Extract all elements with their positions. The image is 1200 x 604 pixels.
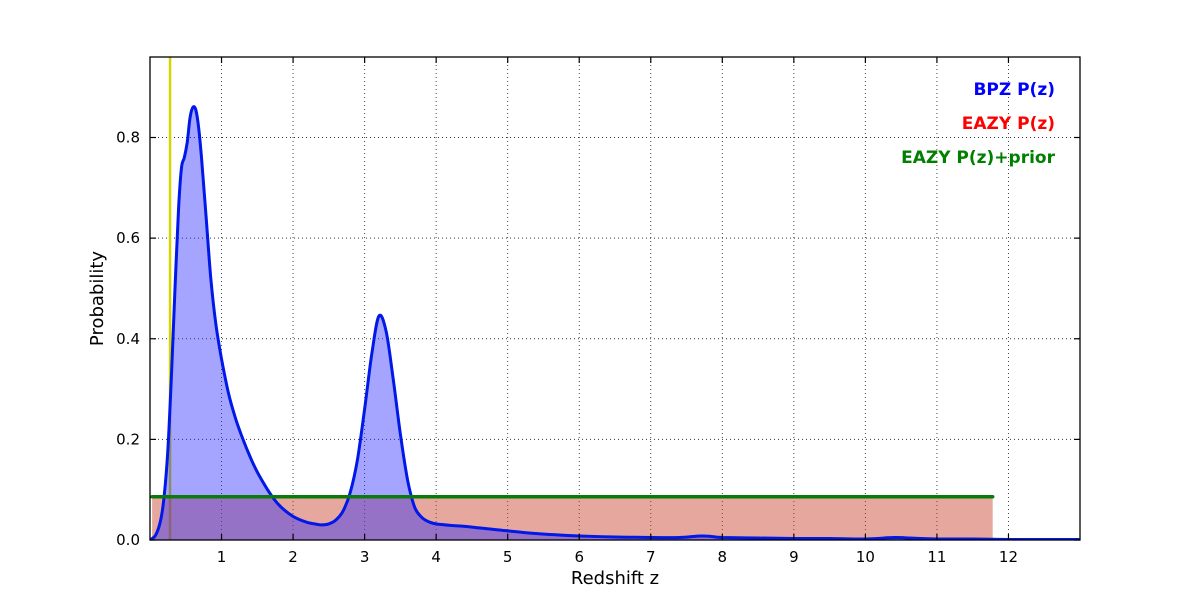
y-tick-label: 0.0 [116, 531, 140, 549]
y-axis-label: Probability [87, 251, 108, 346]
gridlines [150, 57, 1080, 540]
x-tick-label: 3 [360, 548, 370, 566]
y-tick-label: 0.8 [116, 129, 140, 147]
plot-area [150, 57, 1080, 540]
eazy-pz-area [152, 496, 993, 540]
legend-item-eazy-pz: EAZY P(z) [962, 114, 1055, 134]
y-tick-label: 0.4 [116, 330, 140, 348]
bpz-pz-area [150, 106, 1079, 540]
x-tick-label: 4 [431, 548, 441, 566]
legend-item-bpz-pz: BPZ P(z) [973, 80, 1055, 100]
x-tick-label: 9 [789, 548, 799, 566]
tick-labels: 1 2 3 4 5 6 7 8 9 10 11 120.00.20.40.60.8 [116, 129, 1018, 567]
x-tick-label: 7 [646, 548, 656, 566]
x-tick-label: 6 [574, 548, 584, 566]
axes-frame [149, 56, 1081, 541]
x-axis-label: Redshift z [571, 568, 659, 589]
y-tick-label: 0.6 [116, 229, 140, 247]
x-tick-label: 1 [217, 548, 227, 566]
x-tick-label: 12 [999, 548, 1018, 566]
legend: BPZ P(z) EAZY P(z) EAZY P(z)+prior [901, 80, 1056, 168]
x-tick-label: 5 [503, 548, 513, 566]
x-tick-label: 11 [927, 548, 946, 566]
x-tick-label: 10 [856, 548, 875, 566]
x-tick-label: 8 [718, 548, 728, 566]
y-tick-label: 0.2 [116, 430, 140, 448]
axis-ticks [150, 57, 1080, 541]
x-tick-label: 2 [288, 548, 298, 566]
bpz-pz-line [150, 105, 1080, 540]
legend-item-eazy-pz-prior: EAZY P(z)+prior [901, 148, 1056, 168]
